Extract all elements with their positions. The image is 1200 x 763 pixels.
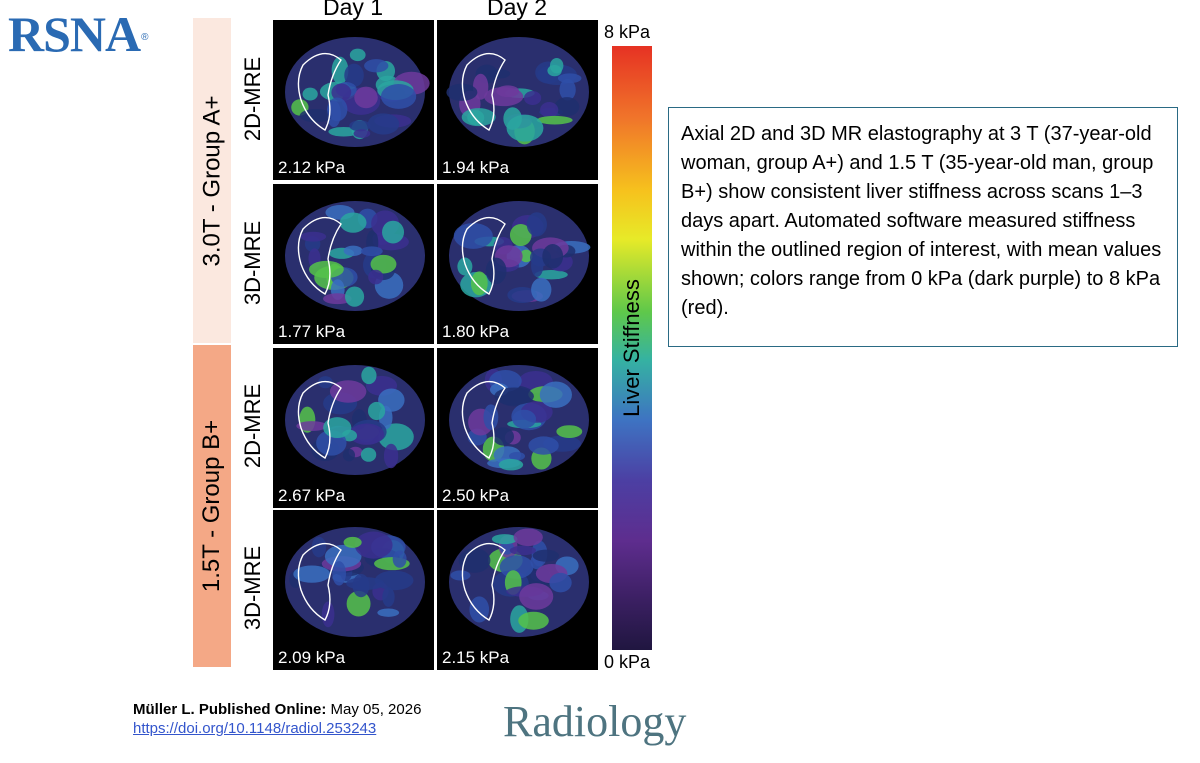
stiffness-colorbar: [612, 46, 652, 650]
rsna-logo: RSNA®: [8, 6, 149, 62]
mre-panel: 1.94 kPa: [437, 20, 598, 180]
mre-panel: 2.12 kPa: [273, 20, 434, 180]
colorbar-label: Liver Stiffness: [619, 279, 644, 417]
stiffness-value: 1.80 kPa: [442, 322, 510, 341]
group-a-band: 3.0T - Group A+: [193, 18, 231, 343]
citation-date: May 05, 2026: [330, 701, 422, 718]
citation-author: Müller L. Published Online:: [133, 701, 327, 718]
stiffness-value: 2.09 kPa: [278, 648, 346, 667]
stiffness-value: 1.77 kPa: [278, 322, 346, 341]
row-label-b-3d: 3D-MRE: [240, 545, 265, 631]
colorbar-max: 8 kPa: [604, 22, 651, 42]
stiffness-value: 2.15 kPa: [442, 648, 510, 667]
stiffness-value: 2.12 kPa: [278, 158, 346, 177]
mre-panel: 2.15 kPa: [437, 510, 598, 670]
stiffness-value: 1.94 kPa: [442, 158, 510, 177]
journal-logo: Radiology: [503, 697, 687, 746]
mre-panel: 2.09 kPa: [273, 510, 434, 670]
mre-panel: 2.67 kPa: [273, 348, 434, 508]
mre-panel: 2.50 kPa: [437, 348, 598, 508]
stiffness-value: 2.67 kPa: [278, 486, 346, 505]
stiffness-value: 2.50 kPa: [442, 486, 510, 505]
group-b-band: 1.5T - Group B+: [193, 345, 231, 667]
row-label-a-2d: 2D-MRE: [240, 56, 265, 142]
column-label-day2: Day 2: [486, 0, 548, 20]
caption-box: Axial 2D and 3D MR elastography at 3 T (…: [668, 107, 1178, 347]
mre-panel: 1.77 kPa: [273, 184, 434, 344]
row-label-b-2d: 2D-MRE: [240, 383, 265, 469]
mre-panel: 1.80 kPa: [437, 184, 598, 344]
colorbar-min: 0 kPa: [604, 652, 651, 672]
column-label-day1: Day 1: [322, 0, 384, 20]
citation: Müller L. Published Online: May 05, 2026…: [133, 700, 421, 738]
doi-link[interactable]: https://doi.org/10.1148/radiol.253243: [133, 720, 377, 737]
row-label-a-3d: 3D-MRE: [240, 220, 265, 306]
